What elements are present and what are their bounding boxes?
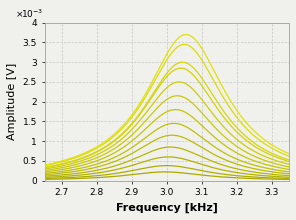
- Text: $\times\!10^{-3}$: $\times\!10^{-3}$: [15, 7, 44, 20]
- X-axis label: Frequency [kHz]: Frequency [kHz]: [116, 203, 218, 213]
- Y-axis label: Amplitude [V]: Amplitude [V]: [7, 63, 17, 140]
